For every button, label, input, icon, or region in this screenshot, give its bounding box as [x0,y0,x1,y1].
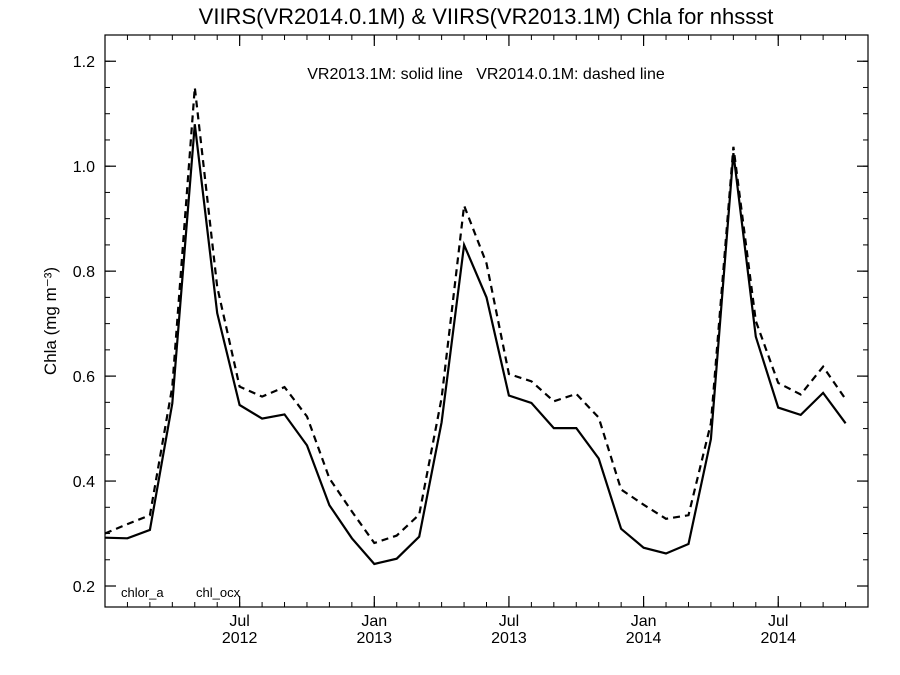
series-lines [104,87,847,566]
x-tick-label-year: 2014 [760,630,796,647]
x-tick-label-month: Jan [631,613,657,630]
y-tick-label: 1.0 [73,159,95,176]
y-axis: 0.2 0.4 0.6 0.8 1.0 1.2 [73,34,868,596]
series-line-vr2014-0-1m [104,87,847,545]
chart-title: VIIRS(VR2014.0.1M) & VIIRS(VR2013.1M) Ch… [199,4,774,29]
x-tick-label-month: Jul [768,613,788,630]
x-tick-label-month: Jan [361,613,387,630]
corner-label-chl-ocx: chl_ocx [196,585,241,600]
corner-label-chlor-a: chlor_a [121,585,164,600]
x-tick-label-month: Jul [229,613,249,630]
y-tick-label: 1.2 [73,54,95,71]
y-tick-label: 0.8 [73,264,95,281]
y-tick-label: 0.4 [73,474,95,491]
x-tick-label-year: 2012 [222,630,258,647]
x-tick-label-year: 2014 [626,630,662,647]
y-tick-label: 0.6 [73,369,95,386]
y-tick-label: 0.2 [73,579,95,596]
x-tick-label-year: 2013 [356,630,392,647]
line-style-annotation: VR2013.1M: solid line VR2014.0.1M: dashe… [307,66,665,83]
series-line-vr2013-1m [104,124,847,566]
x-tick-label-month: Jul [499,613,519,630]
y-axis-label: Chla (mg m⁻³) [41,267,60,375]
x-tick-label-year: 2013 [491,630,527,647]
